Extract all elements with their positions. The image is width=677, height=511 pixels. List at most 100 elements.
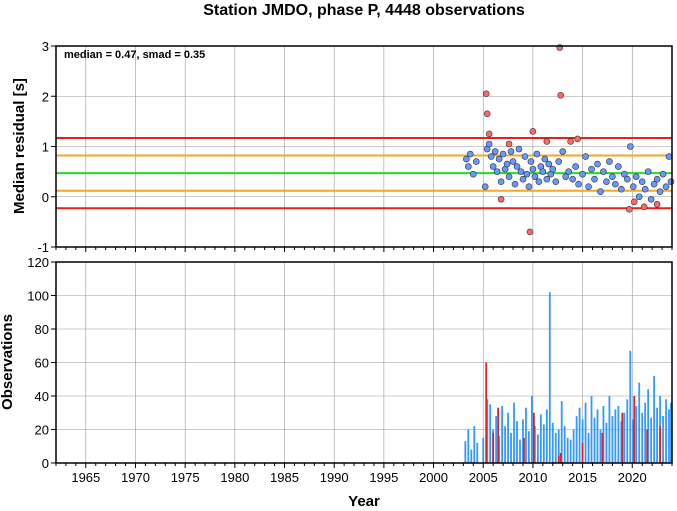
inlier-residual-point	[499, 150, 507, 158]
inlier-observation-bar	[620, 421, 623, 463]
inlier-residual-point	[591, 175, 598, 183]
inlier-residual-point	[615, 163, 622, 170]
outlier-residual-point	[529, 128, 537, 135]
inlier-observation-bar	[482, 437, 485, 463]
inlier-residual-point	[572, 163, 579, 170]
inlier-residual-point	[521, 153, 529, 160]
outlier-residual-point	[497, 195, 505, 203]
inlier-observation-bar	[545, 409, 548, 463]
inlier-observation-bar	[626, 399, 629, 463]
inlier-residual-point	[511, 180, 519, 188]
inlier-residual-point	[539, 168, 547, 175]
inlier-residual-point	[644, 168, 652, 175]
inlier-observation-bar	[653, 375, 656, 463]
inlier-residual-point	[515, 145, 523, 153]
residual-stats-annotation: median = 0.47, smad = 0.35	[64, 49, 205, 61]
inlier-observation-bar	[617, 406, 620, 463]
outlier-observation-bar	[621, 412, 624, 463]
inlier-observation-bar	[569, 439, 572, 463]
inlier-observation-bar	[533, 426, 536, 463]
inlier-observation-bar	[599, 429, 602, 463]
inlier-observation-bar	[602, 406, 605, 463]
inlier-residual-point	[612, 180, 619, 188]
residual-y-tick-label: 0	[42, 190, 49, 205]
inlier-residual-point	[523, 170, 531, 178]
inlier-residual-point	[656, 188, 664, 196]
inlier-residual-point	[665, 153, 673, 160]
inlier-observation-bar	[560, 401, 563, 463]
inlier-residual-point	[509, 158, 517, 165]
outlier-residual-point	[653, 200, 661, 208]
inlier-observation-bar	[510, 432, 512, 463]
inlier-observation-bar	[629, 350, 632, 463]
inlier-residual-point	[569, 175, 576, 183]
x-tick-label: 1980	[220, 470, 249, 485]
inlier-residual-point	[647, 195, 655, 203]
inlier-residual-point	[552, 178, 560, 185]
outlier-residual-point	[625, 206, 633, 213]
inlier-residual-point	[635, 193, 643, 201]
outlier-observation-bar	[557, 456, 560, 463]
inlier-observation-bar	[516, 421, 518, 463]
inlier-observation-bar	[584, 402, 587, 463]
inlier-residual-point	[525, 183, 533, 190]
inlier-observation-bar	[519, 439, 521, 463]
inlier-observation-bar	[596, 409, 599, 463]
inlier-observation-bar	[551, 422, 554, 463]
inlier-observation-bar	[614, 409, 617, 463]
outlier-residual-point	[483, 110, 491, 118]
inlier-observation-bar	[473, 426, 476, 463]
x-tick-label: 1990	[320, 470, 349, 485]
inlier-observation-bar	[536, 434, 539, 463]
inlier-observation-bar	[501, 406, 504, 463]
inlier-residual-point	[659, 170, 667, 178]
observations-y-tick-label: 0	[42, 456, 49, 471]
outlier-residual-point	[526, 228, 534, 236]
inlier-residual-point	[505, 173, 513, 180]
outlier-observation-bar	[646, 429, 649, 463]
inlier-residual-point	[545, 160, 553, 168]
residual-y-ticks: -1 0 1 2 3	[37, 39, 673, 255]
inlier-residual-point	[481, 183, 489, 190]
inlier-observation-bar	[513, 402, 515, 463]
inlier-observation-bar	[528, 431, 530, 463]
inlier-residual-point	[597, 188, 604, 196]
inlier-observation-bar	[495, 416, 498, 463]
inlier-observation-bar	[531, 396, 533, 463]
inlier-observation-bar	[641, 412, 644, 463]
observations-y-label: Observations	[0, 314, 16, 410]
inlier-observation-bar	[486, 399, 489, 463]
inlier-observation-bar	[578, 407, 581, 463]
inlier-residual-point	[621, 170, 628, 178]
inlier-residual-point	[485, 140, 493, 148]
inlier-observation-bar	[608, 396, 611, 463]
inlier-observation-bar	[593, 417, 596, 463]
observations-y-tick-label: 60	[35, 356, 49, 371]
outlier-observation-bar	[601, 432, 604, 463]
inlier-observation-bar	[668, 409, 670, 463]
inlier-residual-point	[541, 155, 549, 163]
inlier-observation-bar	[554, 432, 557, 463]
x-tick-label: 2020	[618, 470, 647, 485]
observations-y-tick-label: 20	[35, 423, 49, 438]
inlier-observation-bar	[476, 442, 479, 463]
outlier-observation-bar	[659, 426, 661, 463]
inlier-observation-bar	[575, 416, 578, 463]
inlier-residual-point	[493, 168, 501, 175]
inlier-residual-point	[527, 158, 535, 165]
residual-reference-lines	[56, 136, 672, 210]
inlier-residual-point	[579, 170, 586, 178]
observations-y-tick-label: 100	[27, 289, 49, 304]
observations-y-tick-label: 120	[27, 255, 49, 270]
inlier-observation-bar	[563, 426, 566, 463]
inlier-residual-point	[594, 160, 601, 168]
inlier-residual-point	[472, 158, 480, 165]
inlier-residual-point	[641, 185, 649, 193]
inlier-residual-point	[503, 160, 511, 168]
inlier-residual-point	[582, 153, 589, 160]
inlier-residual-point	[575, 180, 582, 188]
inlier-residual-point	[618, 185, 625, 193]
inlier-observation-bar	[611, 416, 614, 463]
inlier-residual-point	[533, 150, 541, 158]
observations-y-tick-label: 80	[35, 322, 49, 337]
